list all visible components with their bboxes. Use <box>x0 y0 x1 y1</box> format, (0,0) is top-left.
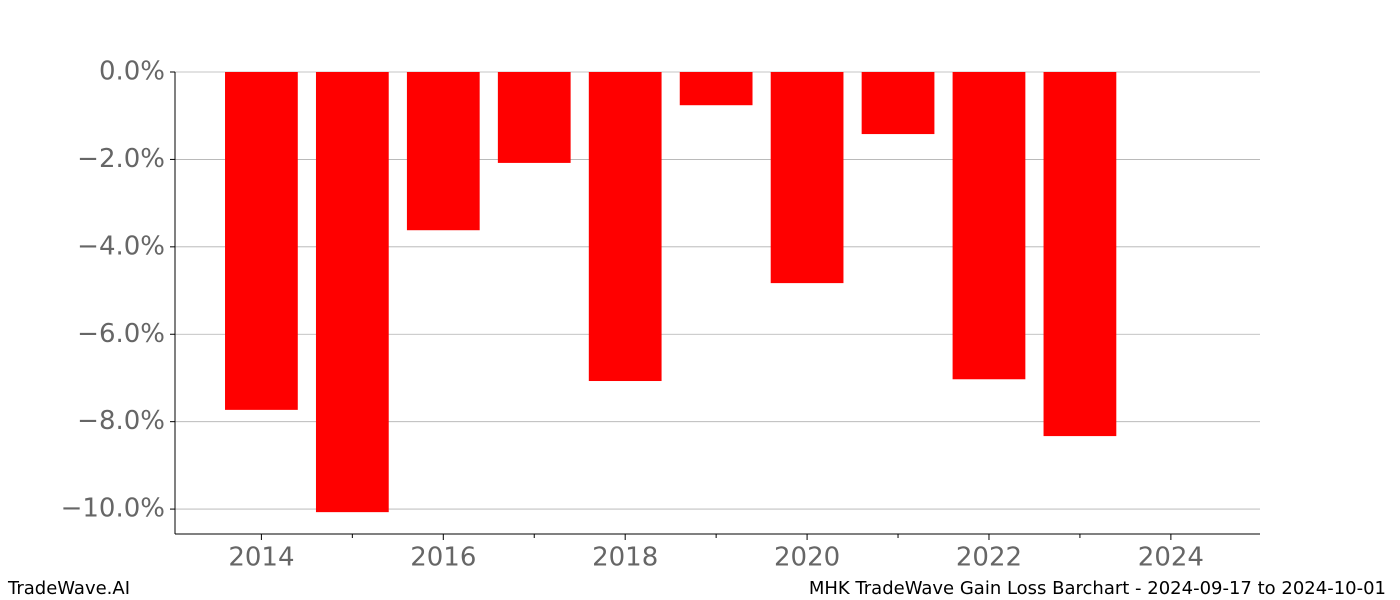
source-label: TradeWave.AI <box>7 578 130 599</box>
bar <box>770 72 844 284</box>
bar <box>497 72 571 163</box>
chart-title: MHK TradeWave Gain Loss Barchart - 2024-… <box>809 578 1386 599</box>
bar <box>952 72 1026 380</box>
bar <box>588 72 662 382</box>
bar <box>406 72 480 231</box>
x-tick-label: 2014 <box>228 543 294 573</box>
x-tick-label: 2024 <box>1138 543 1204 573</box>
bar <box>861 72 935 135</box>
x-tick-label: 2016 <box>410 543 476 573</box>
y-tick-label: −8.0% <box>77 406 165 436</box>
x-tick-label: 2022 <box>956 543 1022 573</box>
x-tick-label: 2020 <box>774 543 840 573</box>
y-tick-label: 0.0% <box>99 57 165 87</box>
y-tick-label: −2.0% <box>77 144 165 174</box>
bar <box>315 72 389 513</box>
y-tick-label: −4.0% <box>77 231 165 261</box>
bar <box>225 72 298 410</box>
bar <box>1043 72 1117 437</box>
x-tick-label: 2018 <box>592 543 658 573</box>
y-tick-label: −10.0% <box>61 494 165 524</box>
y-tick-label: −6.0% <box>77 319 165 349</box>
bar <box>679 72 753 106</box>
